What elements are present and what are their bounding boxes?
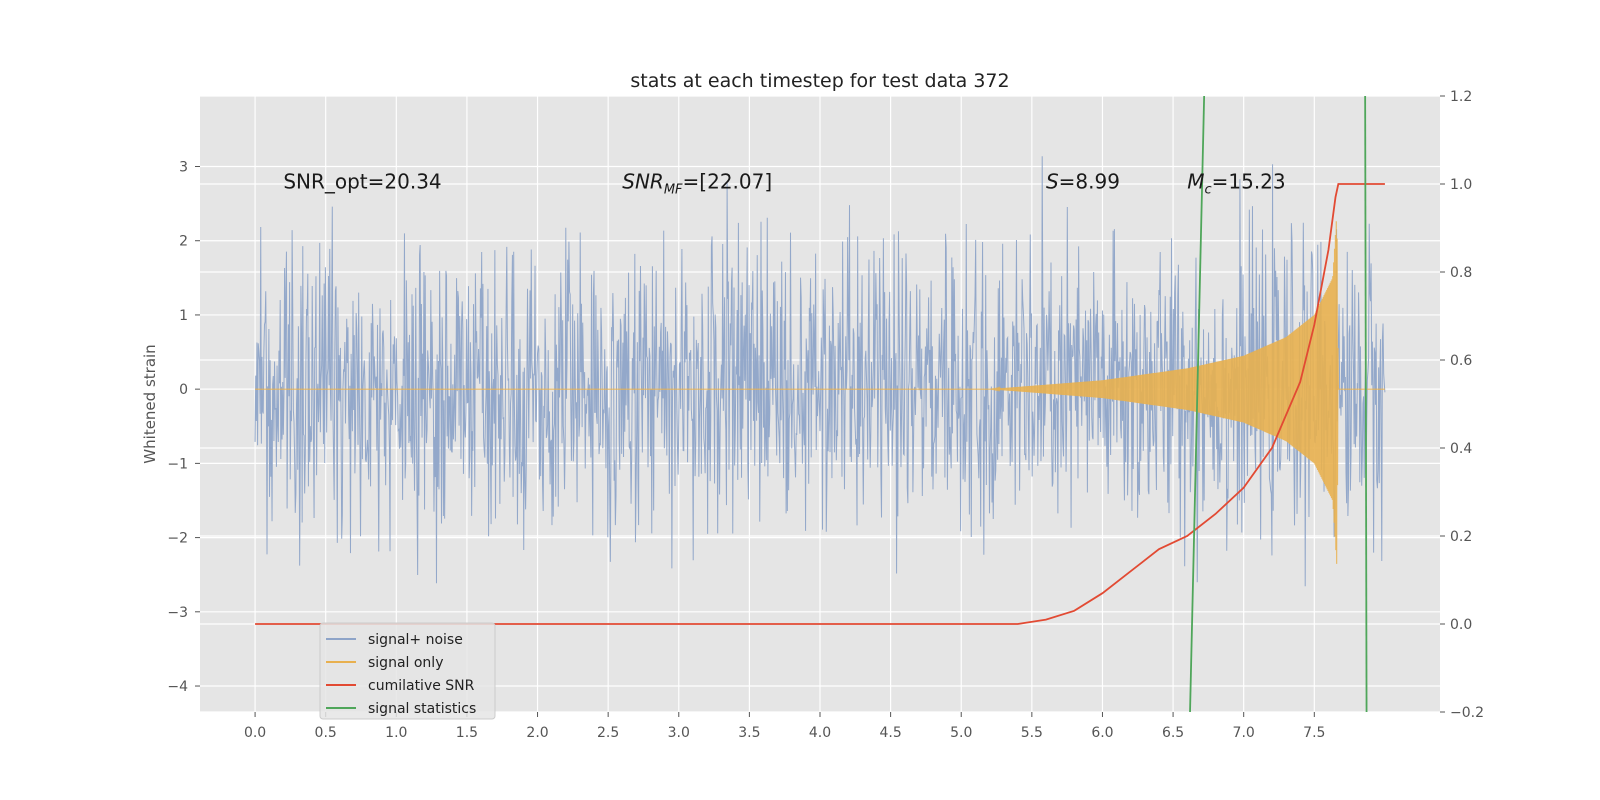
y2-tick-label: 1.2 (1450, 89, 1472, 105)
chart-title: stats at each timestep for test data 372 (630, 70, 1009, 92)
legend-box (319, 622, 496, 720)
x-tick-label: 6.5 (1162, 725, 1184, 741)
annotation-text: SNR_opt=20.34 (283, 169, 441, 193)
y2-tick-label: 0.6 (1450, 353, 1472, 369)
x-tick-label: 2.0 (526, 725, 548, 741)
y-tick-label: −4 (167, 679, 188, 695)
y2-tick-label: −0.2 (1450, 705, 1484, 721)
series-signal-statistics (1189, 95, 1368, 713)
x-tick-label: 0.0 (244, 725, 266, 741)
x-tick-label: 1.0 (385, 725, 407, 741)
series-cumulative-snr (255, 183, 1385, 625)
legend-label: signal+ noise (368, 632, 463, 648)
legend-label: cumilative SNR (368, 678, 475, 694)
x-tick-label: 4.5 (879, 725, 901, 741)
y-axis-ticks: 3 2 1 0 −1 −2 −3 −4 (167, 160, 200, 695)
y2-tick-label: 0.0 (1450, 617, 1472, 633)
y2-axis-ticks: 1.2 1.0 0.8 0.6 0.4 0.2 0.0 −0.2 (1440, 89, 1484, 721)
legend: signal+ noise signal only cumilative SNR si… (319, 622, 496, 720)
y2-tick-label: 1.0 (1450, 177, 1472, 193)
cumulative-snr-line (255, 183, 1385, 625)
x-tick-label: 5.0 (950, 725, 972, 741)
legend-label: signal statistics (368, 701, 476, 717)
x-tick-label: 3.0 (668, 725, 690, 741)
y-axis-label: Whitened strain (141, 344, 159, 463)
x-tick-label: 6.0 (1091, 725, 1113, 741)
x-tick-label: 7.0 (1233, 725, 1255, 741)
annotation-text: Mc=15.23 (1187, 169, 1285, 197)
signal-statistics-line (1364, 95, 1368, 713)
y-tick-label: −1 (167, 456, 188, 472)
y2-tick-label: 0.2 (1450, 529, 1472, 545)
y-tick-label: −3 (167, 605, 188, 621)
annotation-text: S=8.99 (1046, 169, 1120, 193)
x-tick-label: 7.5 (1303, 725, 1325, 741)
x-tick-label: 2.5 (597, 725, 619, 741)
legend-label: signal only (368, 655, 443, 671)
x-tick-label: 1.5 (456, 725, 478, 741)
x-tick-label: 3.5 (738, 725, 760, 741)
y-tick-label: 3 (179, 160, 188, 176)
annotations: SNR_opt=20.34 SNRMF=[22.07] S=8.99 Mc=15.23 (283, 169, 1285, 197)
x-tick-label: 5.5 (1021, 725, 1043, 741)
y2-tick-label: 0.4 (1450, 441, 1472, 457)
annotation-text: SNRMF=[22.07] (622, 169, 772, 197)
y-tick-label: −2 (167, 531, 188, 547)
x-axis-ticks: 0.0 0.5 1.0 1.5 2.0 2.5 3.0 3.5 4.0 4.5 5.0 5.5 6.0 6… (244, 712, 1325, 741)
y-tick-label: 1 (179, 308, 188, 324)
signal-statistics-line (1189, 95, 1206, 713)
x-tick-label: 4.0 (809, 725, 831, 741)
y-tick-label: 0 (179, 382, 188, 398)
y2-tick-label: 0.8 (1450, 265, 1472, 281)
y-tick-label: 2 (179, 234, 188, 250)
x-tick-label: 0.5 (315, 725, 337, 741)
